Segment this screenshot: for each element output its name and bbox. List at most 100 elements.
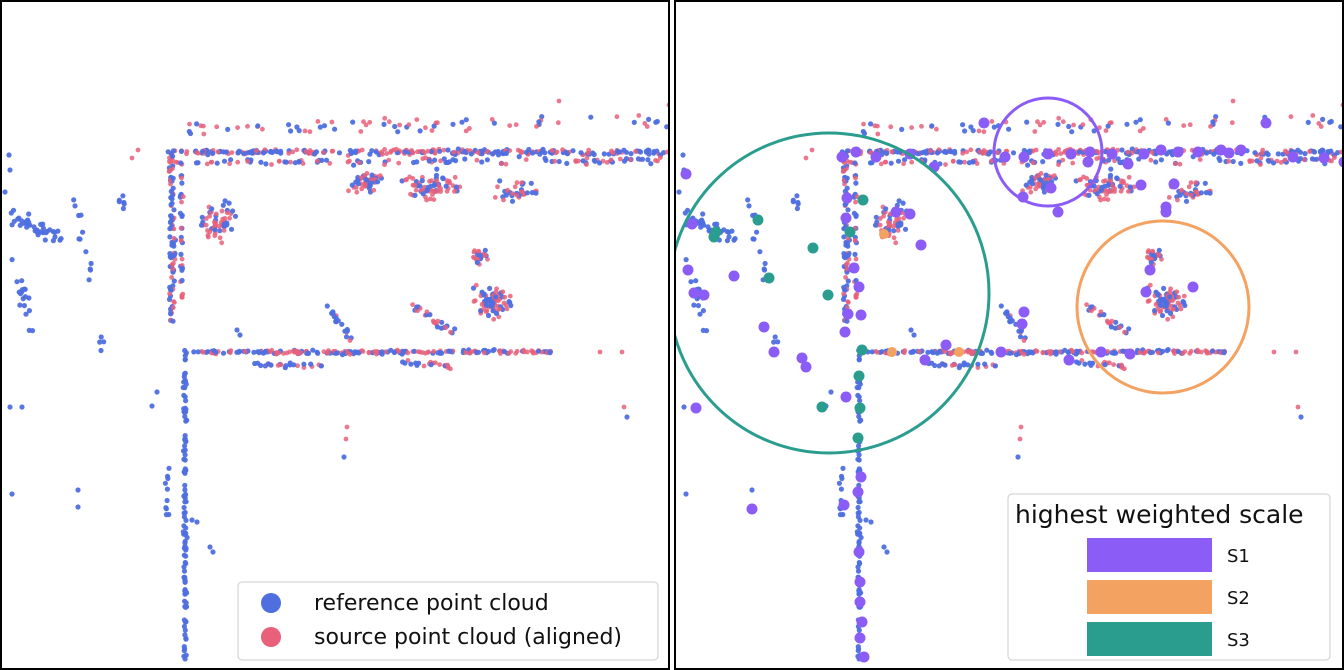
source-point [1137,350,1143,355]
reference-point [336,150,343,156]
reference-point [171,278,177,284]
reference-point [1004,309,1010,315]
reference-point [210,549,216,555]
reference-point [168,150,174,156]
reference-point [919,150,925,156]
reference-point [761,267,768,273]
reference-point [856,452,862,458]
source-point [358,129,364,134]
source-point [320,150,326,155]
s3-weighted-point [816,401,828,413]
s1-weighted-point [1140,286,1152,298]
reference-point [447,348,453,354]
reference-point [477,252,483,258]
reference-point [1202,180,1208,186]
reference-point [181,456,187,462]
reference-point [844,318,850,324]
reference-point [459,119,465,125]
source-point [481,350,487,356]
reference-point [181,504,187,511]
reference-point [317,124,323,130]
source-point [371,187,377,193]
source-point [235,125,241,130]
source-point [1284,150,1290,156]
source-point [208,159,214,165]
source-point [502,294,508,300]
s1-weighted-point [1018,306,1030,318]
reference-point [628,151,634,157]
source-point [1176,294,1182,300]
source-point [500,289,506,295]
reference-point [324,303,330,309]
reference-point [523,149,530,155]
reference-point [230,208,236,214]
source-point [1166,195,1172,200]
source-point [1295,404,1301,410]
reference-point [432,157,438,163]
source-point [242,349,248,354]
source-point [560,147,565,153]
reference-point [187,130,194,137]
reference-point [1180,299,1186,305]
reference-point [1119,147,1125,153]
s1-weighted-point [995,346,1007,358]
right-panel: highest weighted scale S1 S2 S3 [674,0,1344,670]
reference-point [482,247,488,253]
source-point [1145,254,1150,260]
reference-point [349,182,355,188]
source-point [497,348,502,354]
source-point [1051,173,1057,179]
reference-point [434,324,440,330]
source-point [1028,189,1034,195]
reference-point [845,252,851,258]
reference-point [895,221,901,227]
reference-point [183,525,189,531]
reference-point [712,221,718,227]
source-point [1142,349,1148,355]
reference-point [855,510,861,516]
reference-point [474,259,480,266]
left-scatter-plot: reference point cloud source point cloud… [2,98,668,662]
reference-point [273,148,279,154]
source-point [227,161,233,167]
reference-point [411,348,417,354]
reference-point [367,182,373,189]
reference-point [318,363,324,369]
reference-point [991,124,997,130]
source-point [644,124,650,129]
reference-point [1137,117,1143,123]
source-point [964,149,970,155]
reference-point [845,207,851,213]
s1-weighted-point [1144,264,1156,276]
reference-point [836,480,842,486]
reference-point [839,475,845,482]
reference-point [683,491,689,497]
reference-point [195,160,201,166]
reference-point [563,150,570,156]
reference-point [210,150,216,156]
reference-point [42,237,48,243]
source-point [1035,119,1040,125]
reference-point [462,148,468,155]
s1-weighted-point [1095,346,1107,358]
source-point [1332,155,1337,161]
reference-point [434,166,440,172]
reference-point [1311,149,1318,155]
source-point [367,119,373,125]
reference-point [182,470,188,476]
reference-point [998,303,1004,309]
reference-point [1094,191,1100,197]
s1-scale-circle [992,96,1104,208]
source-point [321,349,327,355]
source-point [1036,182,1042,188]
source-point [217,223,222,229]
source-point [178,225,184,231]
source-point [555,120,561,126]
s1-weighted-point [1052,206,1064,218]
source-point [302,128,308,134]
s1-weighted-point [855,309,867,321]
source-point [853,175,858,181]
reference-point [33,227,39,233]
reference-point [312,151,318,157]
reference-point [255,360,261,366]
